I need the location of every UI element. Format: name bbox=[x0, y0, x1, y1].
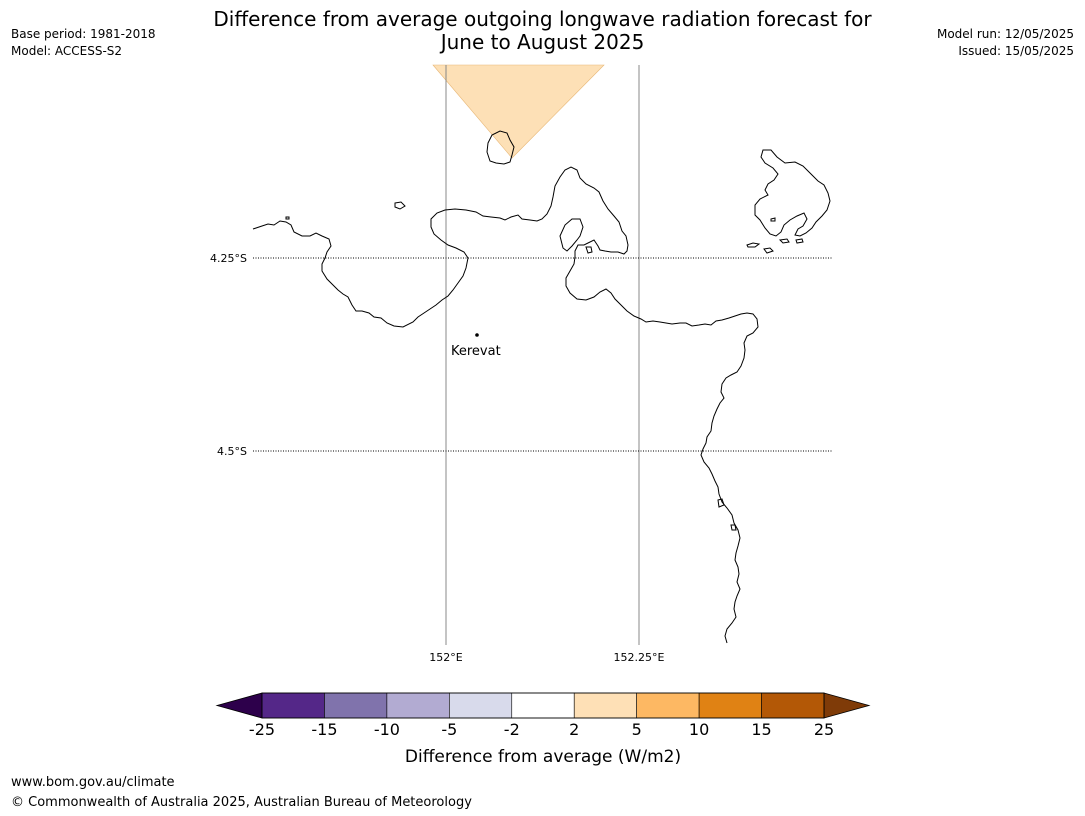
meta-right: Model run: 12/05/2025 Issued: 15/05/2025 bbox=[937, 26, 1074, 60]
colorbar: -25 -15 -10 -5 -2 2 5 10 15 25 bbox=[215, 692, 871, 739]
model-text: Model: ACCESS-S2 bbox=[11, 44, 123, 58]
colorbar-tick-label: 25 bbox=[814, 720, 834, 739]
lon-label-152: 152°E bbox=[429, 651, 462, 664]
coastline-coast-islet-2 bbox=[730, 524, 737, 531]
title-line-1: Difference from average outgoing longwav… bbox=[213, 7, 872, 31]
colorbar-tick-label: -2 bbox=[504, 720, 520, 739]
colorbar-segment bbox=[511, 692, 575, 719]
coastline-ne-islet-5 bbox=[770, 217, 776, 222]
lat-label-4-25: 4.25°S bbox=[210, 252, 247, 265]
issued-text: Issued: 15/05/2025 bbox=[958, 44, 1074, 58]
coastline-small-island bbox=[486, 130, 515, 165]
colorbar-segment bbox=[573, 692, 637, 719]
lon-label-152-25: 152.25°E bbox=[614, 651, 665, 664]
colorbar-tick-label: 5 bbox=[632, 720, 642, 739]
colorbar-tick-label: -5 bbox=[441, 720, 457, 739]
colorbar-segment bbox=[449, 692, 513, 719]
base-period-text: Base period: 1981-2018 bbox=[11, 27, 156, 41]
colorbar-outline bbox=[261, 692, 825, 719]
kerevat-marker bbox=[475, 333, 479, 337]
meta-left: Base period: 1981-2018 Model: ACCESS-S2 bbox=[11, 26, 156, 60]
coastline-ne-islet-3 bbox=[778, 238, 790, 244]
coastline-inner-bay bbox=[559, 218, 584, 252]
coastline-inner-islet bbox=[585, 246, 593, 254]
colorbar-segment bbox=[324, 692, 388, 719]
colorbar-tick-label: 15 bbox=[751, 720, 771, 739]
coastline bbox=[252, 130, 831, 644]
colorbar-segment bbox=[386, 692, 450, 719]
colorbar-title: Difference from average (W/m2) bbox=[405, 747, 681, 767]
footer-url: www.bom.gov.au/climate bbox=[11, 775, 175, 790]
title-line-2: June to August 2025 bbox=[440, 30, 645, 54]
coastline-ne-islet-4 bbox=[795, 238, 804, 244]
coastline-islet-west bbox=[394, 201, 406, 210]
colorbar-segment bbox=[698, 692, 762, 719]
model-run-text: Model run: 12/05/2025 bbox=[936, 27, 1074, 41]
colorbar-tick-label: -15 bbox=[311, 720, 337, 739]
colorbar-segment bbox=[261, 692, 325, 719]
anomaly-fill-region bbox=[432, 64, 605, 159]
colorbar-extend-high bbox=[823, 692, 871, 719]
coastline-ne-island bbox=[754, 149, 831, 237]
colorbar-segment bbox=[636, 692, 700, 719]
colorbar-extend-low bbox=[215, 692, 263, 719]
colorbar-tick-label: -10 bbox=[374, 720, 400, 739]
map-title: Difference from average outgoing longwav… bbox=[0, 8, 1085, 54]
coastline-ne-islet-1 bbox=[746, 242, 761, 248]
kerevat-label: Kerevat bbox=[451, 344, 501, 359]
coastline-ne-islet-2 bbox=[763, 247, 774, 254]
colorbar-tick-label: 2 bbox=[569, 720, 579, 739]
coastline-islet-tiny bbox=[285, 216, 290, 220]
lat-label-4-5: 4.5°S bbox=[217, 445, 247, 458]
footer-copyright: © Commonwealth of Australia 2025, Austra… bbox=[11, 795, 472, 810]
colorbar-tick-label: 10 bbox=[689, 720, 709, 739]
colorbar-tick-label: -25 bbox=[249, 720, 275, 739]
coastline-coast-islet-1 bbox=[717, 498, 725, 508]
coastline-main bbox=[252, 166, 759, 644]
colorbar-segment bbox=[761, 692, 825, 719]
